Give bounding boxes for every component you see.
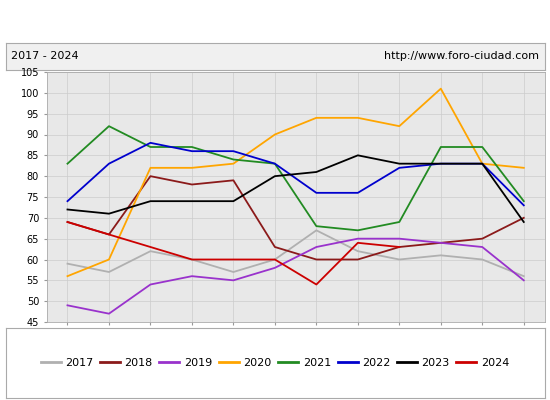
Text: 2017 - 2024: 2017 - 2024 — [11, 51, 79, 61]
Text: http://www.foro-ciudad.com: http://www.foro-ciudad.com — [384, 51, 539, 61]
Text: Evolucion del paro registrado en Piñar: Evolucion del paro registrado en Piñar — [129, 14, 421, 28]
Legend: 2017, 2018, 2019, 2020, 2021, 2022, 2023, 2024: 2017, 2018, 2019, 2020, 2021, 2022, 2023… — [36, 354, 514, 372]
